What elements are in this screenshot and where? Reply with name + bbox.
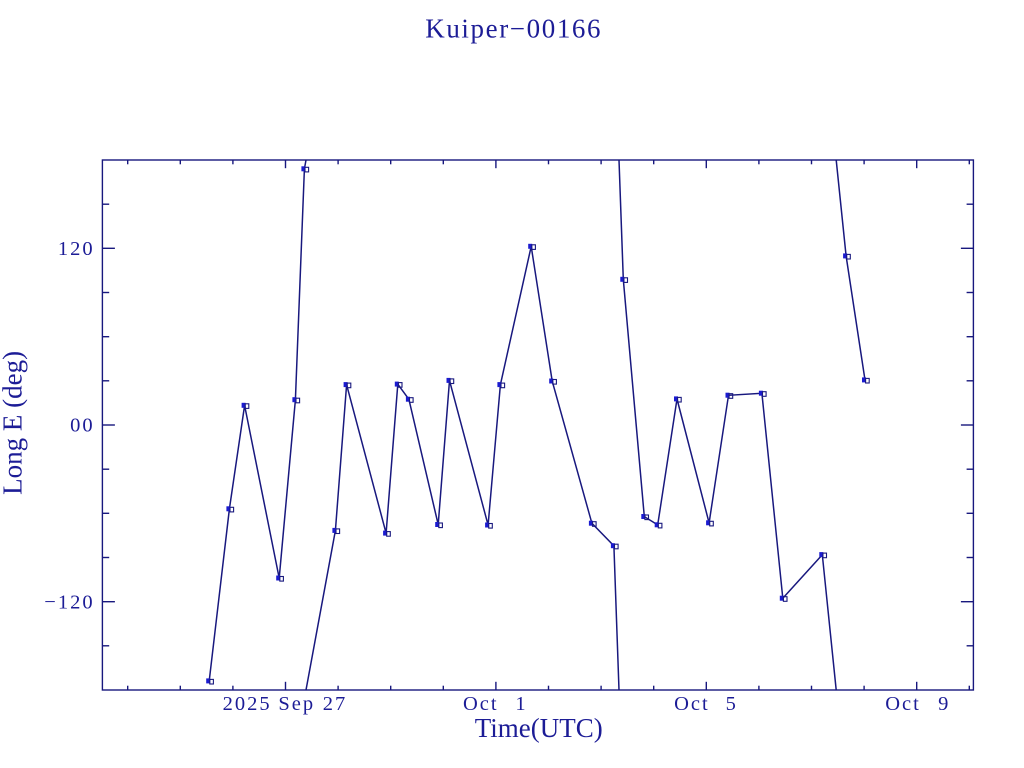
svg-text:27: 27 <box>323 693 348 715</box>
svg-text:Oct: Oct <box>463 693 499 715</box>
svg-text:Oct: Oct <box>885 693 921 715</box>
svg-text:−120: −120 <box>44 591 94 613</box>
svg-text:00: 00 <box>70 415 95 437</box>
svg-text:2025: 2025 <box>223 693 272 715</box>
svg-text:Sep: Sep <box>278 693 315 715</box>
svg-text:1: 1 <box>515 693 527 715</box>
svg-text:9: 9 <box>938 693 950 715</box>
svg-text:Kuiper−00166: Kuiper−00166 <box>425 14 602 44</box>
svg-text:120: 120 <box>58 238 95 260</box>
svg-text:Time(UTC): Time(UTC) <box>475 713 603 743</box>
svg-text:Oct: Oct <box>674 693 710 715</box>
svg-text:5: 5 <box>726 693 738 715</box>
svg-text:Long E (deg): Long E (deg) <box>0 351 28 495</box>
